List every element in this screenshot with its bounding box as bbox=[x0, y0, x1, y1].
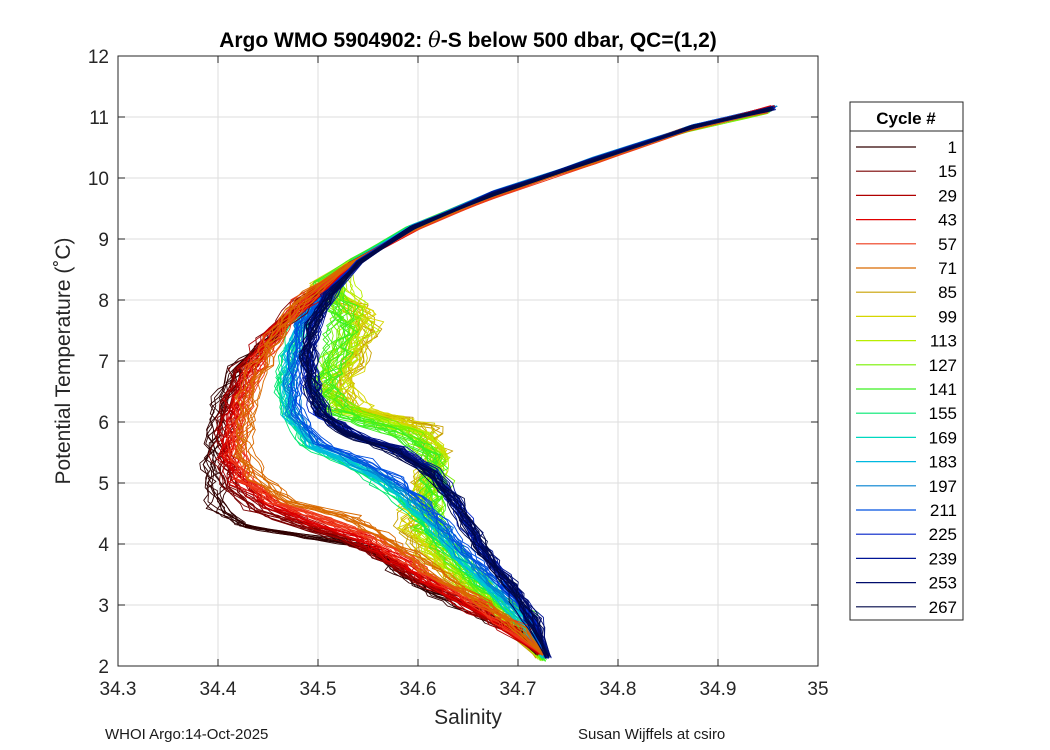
chart-title: Argo WMO 5904902: θ-S below 500 dbar, QC… bbox=[219, 28, 717, 52]
footer-left: WHOI Argo:14-Oct-2025 bbox=[105, 726, 269, 743]
legend-entry: 1 bbox=[856, 138, 957, 157]
x-tick-label: 34.3 bbox=[100, 679, 137, 700]
legend-entry: 141 bbox=[856, 380, 957, 399]
legend-entry: 225 bbox=[856, 525, 957, 544]
legend-label: 15 bbox=[938, 162, 957, 181]
legend-label: 183 bbox=[929, 453, 957, 472]
y-tick-label: 10 bbox=[88, 169, 109, 190]
x-tick-label: 34.7 bbox=[500, 679, 537, 700]
y-tick-label: 6 bbox=[98, 413, 109, 434]
legend-label: 267 bbox=[929, 598, 957, 617]
x-tick-label: 35 bbox=[807, 679, 828, 700]
legend-entry: 239 bbox=[856, 549, 957, 568]
legend-entry: 169 bbox=[856, 428, 957, 447]
x-axis-ticks: 34.3 34.4 34.5 34.6 34.7 34.8 34.9 35 bbox=[100, 56, 829, 700]
legend-label: 239 bbox=[929, 549, 957, 568]
legend-entry: 155 bbox=[856, 404, 957, 423]
legend: Cycle # 1 15 29 43 57 71 85 99 113 127 141 155 169 18… bbox=[849, 101, 964, 621]
y-tick-label: 4 bbox=[98, 535, 109, 556]
y-tick-label: 12 bbox=[88, 47, 109, 68]
footer-right: Susan Wijffels at csiro bbox=[578, 726, 726, 743]
y-tick-label: 3 bbox=[98, 596, 109, 617]
series-group bbox=[199, 104, 778, 662]
legend-entry: 99 bbox=[856, 307, 957, 326]
chart-title-theta: θ bbox=[428, 28, 441, 52]
series-line bbox=[228, 109, 769, 656]
legend-label: 155 bbox=[929, 404, 957, 423]
legend-entry: 127 bbox=[856, 356, 957, 375]
legend-entry: 71 bbox=[856, 259, 957, 278]
legend-entry: 29 bbox=[856, 186, 957, 205]
y-tick-label: 5 bbox=[98, 474, 109, 495]
legend-entry: 197 bbox=[856, 477, 957, 496]
legend-label: 57 bbox=[938, 235, 957, 254]
legend-entry: 85 bbox=[856, 283, 957, 302]
x-tick-label: 34.8 bbox=[600, 679, 637, 700]
legend-label: 85 bbox=[938, 283, 957, 302]
legend-title: Cycle # bbox=[876, 109, 936, 128]
y-axis-ticks: 2 3 4 5 6 7 8 9 10 11 12 bbox=[88, 47, 818, 678]
chart-title-suffix: -S below 500 dbar, QC=(1,2) bbox=[441, 29, 717, 52]
legend-label: 71 bbox=[938, 259, 957, 278]
x-tick-label: 34.4 bbox=[200, 679, 237, 700]
legend-label: 1 bbox=[948, 138, 957, 157]
legend-entry: 211 bbox=[856, 501, 957, 520]
x-tick-label: 34.9 bbox=[700, 679, 737, 700]
series-line bbox=[303, 106, 773, 657]
legend-label: 127 bbox=[929, 356, 957, 375]
legend-entries: 1 15 29 43 57 71 85 99 113 127 141 155 169 183 197 211 2… bbox=[856, 138, 957, 617]
legend-label: 113 bbox=[930, 332, 957, 351]
legend-entry: 57 bbox=[856, 235, 957, 254]
x-tick-label: 34.5 bbox=[300, 679, 337, 700]
series-line bbox=[305, 109, 775, 658]
legend-label: 225 bbox=[929, 525, 957, 544]
y-tick-label: 8 bbox=[98, 291, 109, 312]
y-tick-label: 7 bbox=[98, 352, 109, 373]
x-axis-label: Salinity bbox=[434, 706, 502, 729]
legend-entry: 183 bbox=[856, 453, 957, 472]
legend-label: 141 bbox=[929, 380, 957, 399]
legend-entry: 43 bbox=[856, 211, 957, 230]
chart-title-prefix: Argo WMO 5904902: bbox=[219, 29, 428, 52]
legend-entry: 253 bbox=[856, 574, 957, 593]
x-tick-label: 34.6 bbox=[400, 679, 437, 700]
legend-label: 99 bbox=[938, 307, 957, 326]
legend-label: 211 bbox=[930, 501, 957, 520]
legend-label: 197 bbox=[929, 477, 957, 496]
legend-entry: 267 bbox=[856, 598, 957, 617]
y-tick-label: 9 bbox=[98, 230, 109, 251]
legend-entry: 15 bbox=[856, 162, 957, 181]
series-line bbox=[239, 113, 764, 653]
series-line bbox=[302, 109, 770, 657]
series-267 bbox=[298, 106, 775, 659]
legend-label: 29 bbox=[938, 186, 957, 205]
series-line bbox=[305, 107, 774, 659]
y-tick-label: 2 bbox=[98, 657, 109, 678]
y-tick-label: 11 bbox=[89, 108, 109, 129]
y-axis-label: Potential Temperature (˚C) bbox=[52, 237, 75, 484]
legend-entry: 113 bbox=[856, 332, 957, 351]
legend-label: 43 bbox=[938, 211, 957, 230]
legend-label: 253 bbox=[929, 574, 957, 593]
legend-label: 169 bbox=[929, 428, 957, 447]
